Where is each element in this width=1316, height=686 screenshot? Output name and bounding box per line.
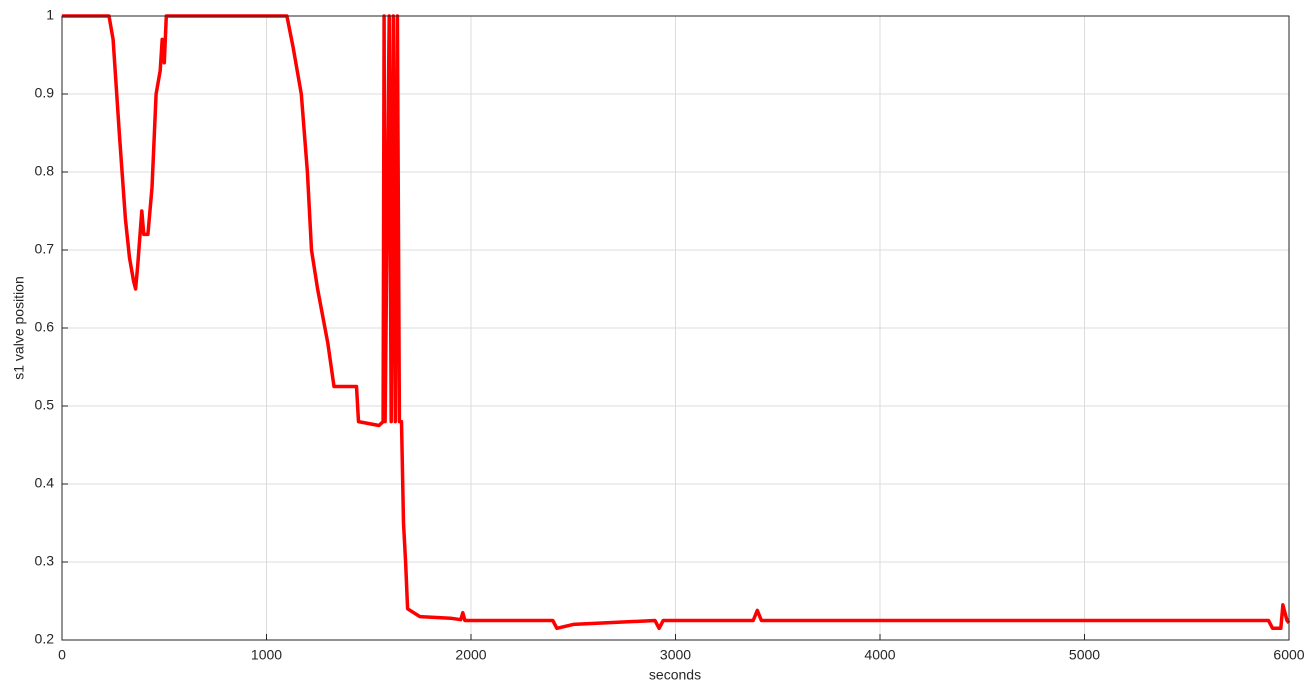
y-tick-label: 0.5 [35, 397, 55, 413]
y-tick-label: 0.9 [35, 85, 55, 101]
x-tick-label: 6000 [1273, 647, 1304, 663]
y-tick-label: 0.4 [35, 475, 55, 491]
x-tick-label: 3000 [660, 647, 691, 663]
x-tick-label: 4000 [864, 647, 895, 663]
x-tick-label: 5000 [1069, 647, 1100, 663]
plot-border [61, 15, 1290, 641]
x-tick-label: 0 [58, 647, 66, 663]
x-axis-label: seconds [649, 667, 701, 683]
y-tick-label: 0.8 [35, 163, 55, 179]
y-tick-label: 0.7 [35, 241, 55, 257]
data-line [62, 14, 1291, 631]
x-tick-label: 2000 [455, 647, 486, 663]
y-tick-label: 0.3 [35, 553, 55, 569]
y-tick-label: 0.2 [35, 631, 55, 647]
y-tick-label: 1 [46, 7, 54, 23]
y-tick-label: 0.6 [35, 319, 55, 335]
y-axis-label: s1 valve position [11, 276, 27, 380]
x-tick-label: 1000 [251, 647, 282, 663]
